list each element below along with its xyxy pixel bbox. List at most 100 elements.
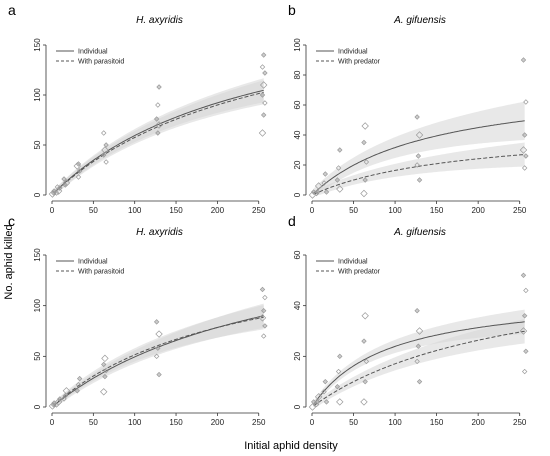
y-tick-label: 40	[293, 301, 302, 310]
data-point	[260, 112, 267, 118]
data-point	[101, 152, 107, 158]
fit-line-dashed	[53, 91, 264, 194]
data-point	[62, 179, 71, 187]
data-point	[155, 130, 161, 136]
data-point	[100, 388, 108, 396]
data-point	[153, 353, 160, 360]
x-tick-label: 0	[310, 206, 315, 215]
data-point	[101, 130, 107, 136]
data-point	[62, 393, 68, 399]
data-point	[322, 171, 328, 177]
data-point	[321, 180, 327, 186]
data-point	[75, 174, 82, 180]
data-point	[415, 131, 424, 139]
data-point	[153, 116, 160, 122]
legend-label: Individual	[338, 259, 368, 266]
x-tick-label: 100	[388, 206, 402, 215]
x-tick-label: 150	[430, 206, 444, 215]
data-point	[259, 286, 266, 293]
data-point	[260, 52, 267, 58]
data-point	[314, 399, 321, 405]
data-point	[520, 57, 527, 63]
y-tick-label: 0	[293, 192, 302, 197]
data-point	[76, 168, 83, 174]
y-tick-label: 150	[33, 38, 42, 52]
legend-label: With predator	[338, 269, 381, 276]
data-point	[156, 84, 162, 90]
data-point	[262, 100, 268, 106]
legend-label: With parasitoid	[78, 269, 124, 276]
data-point	[74, 388, 80, 394]
data-point	[523, 153, 529, 159]
data-point	[260, 333, 267, 339]
data-point	[414, 308, 420, 314]
data-point	[323, 399, 330, 405]
x-tick-label: 150	[430, 418, 444, 427]
data-point	[335, 165, 342, 171]
data-point	[101, 146, 109, 154]
y-tick-label: 20	[293, 351, 302, 360]
data-point	[153, 319, 160, 325]
y-tick-label: 50	[33, 351, 42, 360]
y-tick-label: 150	[33, 248, 42, 262]
data-point	[414, 162, 420, 168]
y-tick-label: 60	[293, 100, 302, 109]
data-point	[62, 387, 71, 395]
panel-letter: b	[288, 2, 296, 18]
data-point	[361, 122, 369, 130]
x-tick-label: 50	[349, 418, 358, 427]
legend-label: With parasitoid	[78, 59, 124, 66]
data-point	[75, 161, 82, 167]
panel-letter: d	[288, 213, 296, 229]
x-tick-label: 100	[128, 418, 142, 427]
panel-letter: c	[8, 213, 15, 229]
data-point	[414, 358, 420, 365]
panel-a: a H. axyridis 0 50 100 150 200 250 0 50 100 150 Indi…	[8, 2, 268, 215]
data-point	[156, 371, 162, 378]
panel-d: d A. gifuensis 0 50 100 150 200 250 0 20 40 60 Indiv…	[288, 213, 529, 427]
y-tick-label: 100	[293, 38, 302, 52]
data-point	[262, 323, 268, 329]
data-point	[262, 70, 268, 76]
fit-line-solid	[313, 321, 525, 405]
data-point	[416, 177, 423, 183]
data-point	[519, 327, 528, 335]
fit-line-solid	[313, 120, 525, 194]
panel-b: b A. gifuensis 0 50 100 150 200 250 0 20 40 60 80 100…	[288, 2, 529, 215]
data-point	[335, 368, 342, 375]
confidence-band	[53, 305, 264, 407]
confidence-band	[313, 319, 525, 407]
x-tick-label: 200	[471, 418, 485, 427]
data-point	[523, 287, 529, 294]
x-tick-label: 200	[471, 206, 485, 215]
data-point	[310, 399, 317, 405]
x-tick-label: 200	[211, 206, 225, 215]
data-point	[258, 129, 267, 137]
data-point	[362, 177, 368, 183]
data-point	[523, 99, 529, 105]
panel-title: H. axyridis	[136, 15, 183, 26]
data-point	[314, 182, 323, 190]
x-tick-label: 0	[310, 418, 315, 427]
data-point	[415, 343, 422, 349]
data-point	[258, 314, 267, 322]
data-point	[103, 367, 109, 374]
data-point	[308, 403, 317, 411]
fit-line-dashed	[313, 154, 525, 195]
y-tick-label: 20	[293, 160, 302, 169]
x-tick-label: 0	[50, 418, 55, 427]
x-tick-label: 250	[252, 206, 266, 215]
y-tick-label: 40	[293, 130, 302, 139]
panel-title: A. gifuensis	[393, 227, 446, 238]
data-point	[323, 189, 330, 195]
data-point	[337, 353, 343, 360]
y-tick-label: 0	[33, 192, 42, 197]
data-point	[314, 189, 321, 195]
data-point	[57, 396, 63, 402]
panel-title: H. axyridis	[136, 227, 183, 238]
y-tick-label: 80	[293, 70, 302, 79]
x-tick-label: 250	[513, 206, 527, 215]
data-point	[54, 398, 63, 406]
confidence-band	[53, 80, 264, 195]
data-point	[361, 139, 367, 146]
